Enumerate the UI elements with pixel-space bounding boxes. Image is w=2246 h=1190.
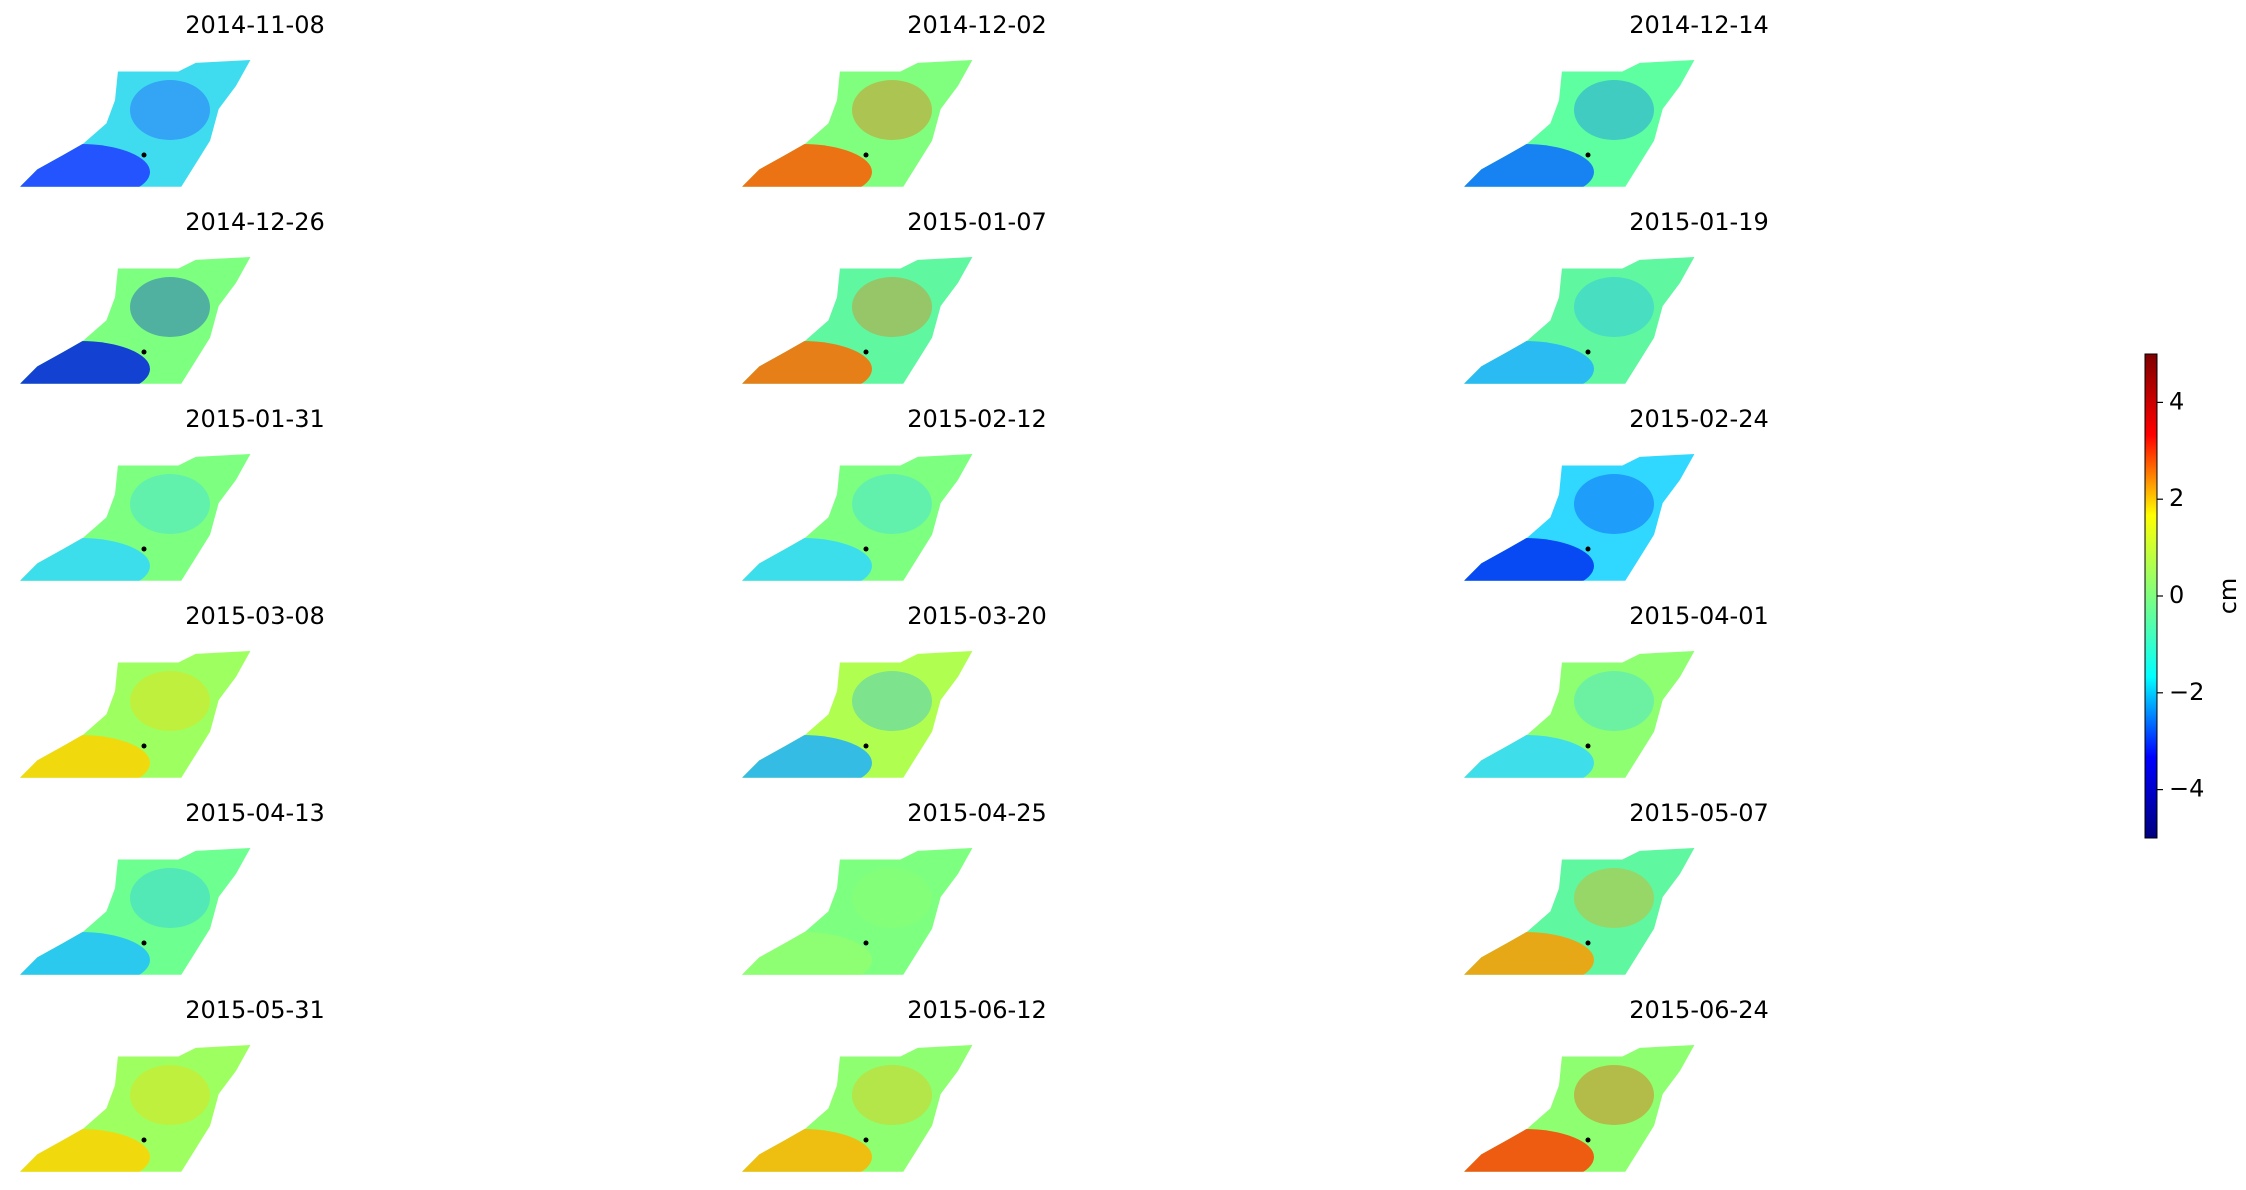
colorbar-tick-label: −4 <box>2169 775 2204 803</box>
map <box>1464 454 1695 581</box>
map <box>742 60 973 187</box>
map-patch <box>1574 80 1654 140</box>
reference-point <box>863 349 869 355</box>
map-patch <box>742 735 872 778</box>
map-patch <box>1574 277 1654 337</box>
panel-title: 2014-11-08 <box>185 11 324 39</box>
panel-title: 2015-02-24 <box>1629 405 1768 433</box>
map <box>20 454 251 581</box>
map-patch <box>852 277 932 337</box>
panel-title: 2015-04-01 <box>1629 602 1768 630</box>
map-patch <box>130 80 210 140</box>
map <box>742 1045 973 1172</box>
map <box>20 848 251 975</box>
reference-point <box>1585 1137 1591 1143</box>
colorbar-tick-label: −2 <box>2169 678 2204 706</box>
map <box>20 1045 251 1172</box>
panel-title: 2014-12-02 <box>907 11 1046 39</box>
panel-title: 2015-03-08 <box>185 602 324 630</box>
panel-title: 2015-01-07 <box>907 208 1046 236</box>
panel-title: 2015-03-20 <box>907 602 1046 630</box>
reference-point <box>141 349 147 355</box>
map-patch <box>20 932 150 975</box>
map-patch <box>130 1065 210 1125</box>
map-patch <box>852 474 932 534</box>
panel-title: 2015-04-25 <box>907 799 1046 827</box>
map-patch <box>130 671 210 731</box>
map <box>1464 651 1695 778</box>
map-patch <box>1574 1065 1654 1125</box>
map <box>20 257 251 384</box>
map-patch <box>1574 671 1654 731</box>
map-patch <box>852 671 932 731</box>
panel-title: 2014-12-26 <box>185 208 324 236</box>
map-patch <box>130 277 210 337</box>
reference-point <box>141 152 147 158</box>
colorbar-tick-label: 2 <box>2169 484 2184 512</box>
reference-point <box>1585 546 1591 552</box>
map-patch <box>742 144 872 187</box>
map-patch <box>20 735 150 778</box>
panel-title: 2015-01-31 <box>185 405 324 433</box>
map-patch <box>1464 1129 1594 1172</box>
map-patch <box>1574 474 1654 534</box>
map <box>20 60 251 187</box>
map-patch <box>20 538 150 581</box>
map <box>1464 1045 1695 1172</box>
map <box>1464 60 1695 187</box>
map-patch <box>1464 538 1594 581</box>
colorbar-label: cm <box>2214 578 2242 615</box>
panel-title: 2015-05-31 <box>185 996 324 1024</box>
map-patch <box>852 868 932 928</box>
map-patch <box>852 80 932 140</box>
reference-point <box>863 546 869 552</box>
colorbar-tick-label: 4 <box>2169 387 2184 415</box>
reference-point <box>863 1137 869 1143</box>
map-patch <box>1574 868 1654 928</box>
reference-point <box>863 940 869 946</box>
reference-point <box>863 152 869 158</box>
reference-point <box>863 743 869 749</box>
map <box>742 257 973 384</box>
map-patch <box>20 1129 150 1172</box>
reference-point <box>141 743 147 749</box>
reference-point <box>1585 152 1591 158</box>
map-patch <box>852 1065 932 1125</box>
map-patch <box>1464 144 1594 187</box>
map-patch <box>20 144 150 187</box>
map <box>742 651 973 778</box>
map-patch <box>130 868 210 928</box>
map-patch <box>1464 735 1594 778</box>
map-patch <box>742 538 872 581</box>
panel-title: 2015-01-19 <box>1629 208 1768 236</box>
map <box>742 848 973 975</box>
map <box>1464 257 1695 384</box>
reference-point <box>141 546 147 552</box>
panel-title: 2014-12-14 <box>1629 11 1768 39</box>
panel-title: 2015-06-12 <box>907 996 1046 1024</box>
map-patch <box>130 474 210 534</box>
reference-point <box>1585 743 1591 749</box>
colorbar <box>2144 353 2158 839</box>
panel-title: 2015-02-12 <box>907 405 1046 433</box>
panel-title: 2015-06-24 <box>1629 996 1768 1024</box>
reference-point <box>141 1137 147 1143</box>
panel-title: 2015-05-07 <box>1629 799 1768 827</box>
map-patch <box>742 341 872 384</box>
map-patch <box>742 932 872 975</box>
panel-title: 2015-04-13 <box>185 799 324 827</box>
map-patch <box>742 1129 872 1172</box>
map-patch <box>1464 932 1594 975</box>
reference-point <box>141 940 147 946</box>
map <box>20 651 251 778</box>
map-patch <box>1464 341 1594 384</box>
colorbar-tick-label: 0 <box>2169 581 2184 609</box>
reference-point <box>1585 940 1591 946</box>
map <box>1464 848 1695 975</box>
map-patch <box>20 341 150 384</box>
map <box>742 454 973 581</box>
reference-point <box>1585 349 1591 355</box>
